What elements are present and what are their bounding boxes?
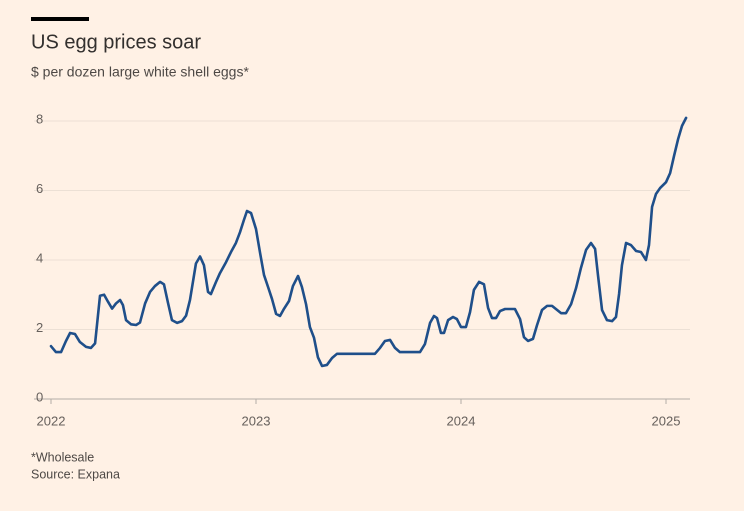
title-bar [31,17,89,21]
y-tick-label: 2 [36,320,43,335]
y-tick-label: 0 [36,389,43,404]
x-tick-label: 2023 [242,413,271,428]
chart-title: US egg prices soar [31,31,201,53]
y-tick-label: 4 [36,250,43,265]
y-tick-label: 6 [36,181,43,196]
source: Source: Expana [31,467,120,481]
price-line [49,116,688,368]
chart-subtitle: $ per dozen large white shell eggs* [31,64,249,80]
x-tick-label: 2024 [447,413,476,428]
y-tick-label: 8 [36,111,43,126]
x-tick-label: 2025 [652,413,681,428]
x-tick-label: 2022 [37,413,66,428]
footnote: *Wholesale [31,450,94,464]
